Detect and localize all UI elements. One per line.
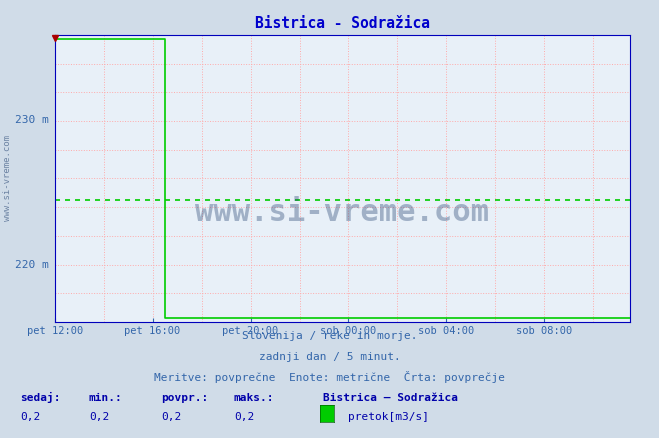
Text: Bistrica – Sodražica: Bistrica – Sodražica [323,393,458,403]
Text: www.si-vreme.com: www.si-vreme.com [195,198,490,227]
Text: Slovenija / reke in morje.: Slovenija / reke in morje. [242,332,417,342]
Title: Bistrica - Sodražica: Bistrica - Sodražica [255,16,430,31]
Text: povpr.:: povpr.: [161,393,209,403]
Text: min.:: min.: [89,393,123,403]
Text: 0,2: 0,2 [161,412,182,422]
Text: 0,2: 0,2 [234,412,254,422]
Text: maks.:: maks.: [234,393,274,403]
Text: www.si-vreme.com: www.si-vreme.com [3,135,13,222]
Text: pretok[m3/s]: pretok[m3/s] [348,412,429,422]
Text: 0,2: 0,2 [89,412,109,422]
Text: Meritve: povprečne  Enote: metrične  Črta: povprečje: Meritve: povprečne Enote: metrične Črta:… [154,371,505,384]
Text: 0,2: 0,2 [20,412,40,422]
Text: zadnji dan / 5 minut.: zadnji dan / 5 minut. [258,353,401,363]
Text: sedaj:: sedaj: [20,392,60,403]
